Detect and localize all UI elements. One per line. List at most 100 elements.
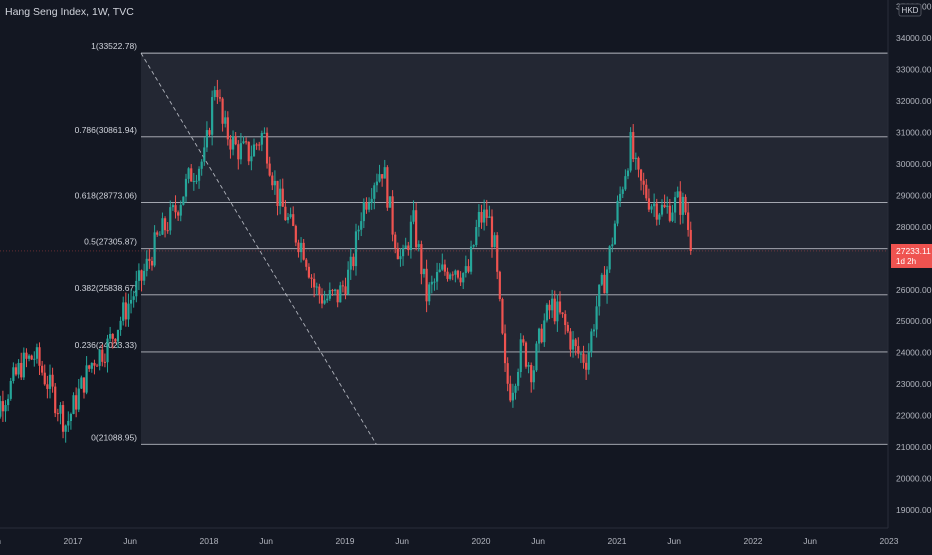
candle-body — [446, 271, 449, 279]
candle-body — [344, 286, 347, 295]
candle-body — [129, 299, 133, 304]
candle-body — [509, 383, 512, 401]
candle-body — [140, 270, 143, 281]
candle-body — [639, 169, 643, 181]
candle-body — [153, 232, 156, 266]
price-axis-bg — [888, 0, 932, 550]
candle-body — [82, 377, 86, 393]
candle-body — [571, 339, 575, 350]
candle-body — [192, 181, 195, 183]
candle-body — [477, 211, 481, 228]
candle-body — [284, 206, 287, 221]
candle-body — [517, 371, 520, 386]
candle-body — [245, 141, 248, 143]
candle-body — [483, 209, 486, 223]
candle-body — [77, 388, 80, 410]
candle-body — [114, 338, 117, 342]
candle-body — [598, 284, 601, 307]
candle-body — [566, 325, 569, 332]
candle-body — [642, 180, 645, 185]
time-tick-label: Jun — [0, 536, 1, 546]
candle-body — [226, 117, 229, 140]
candle-body — [548, 304, 551, 311]
fib-level-label: 1(33522.78) — [91, 41, 137, 51]
candle-body — [469, 246, 473, 272]
fib-level-label: 0.5(27305.87) — [84, 237, 137, 247]
candle-body — [174, 205, 177, 213]
candle-body — [425, 268, 428, 302]
candle-body — [35, 347, 39, 359]
time-tick-label: 2019 — [336, 536, 355, 546]
candle-body — [634, 157, 637, 160]
candle-body — [645, 184, 648, 199]
candle-body — [475, 227, 478, 246]
candle-body — [370, 198, 373, 204]
candle-body — [396, 248, 399, 260]
candle-body — [25, 352, 28, 359]
candle-body — [20, 362, 23, 378]
candle-body — [336, 289, 339, 303]
candle-body — [22, 352, 25, 378]
candle-body — [143, 270, 146, 281]
candle-body — [433, 281, 436, 283]
candle-body — [577, 346, 580, 354]
candle-body — [679, 191, 682, 215]
candle-body — [650, 206, 653, 210]
candle-body — [67, 420, 70, 426]
candle-body — [203, 147, 206, 162]
candle-body — [307, 266, 311, 278]
candle-body — [417, 244, 420, 248]
candle-body — [48, 374, 52, 389]
candle-body — [292, 214, 295, 226]
chart-title: Hang Seng Index, 1W, TVC — [5, 6, 134, 18]
candle-body — [663, 204, 666, 208]
price-tick-label: 19000.00 — [896, 505, 932, 515]
candle-body — [7, 398, 10, 406]
fib-level-label: 0(21088.95) — [91, 432, 137, 442]
candle-body — [666, 205, 669, 208]
candle-body — [85, 365, 88, 393]
candle-body — [216, 90, 219, 98]
candle-body — [33, 358, 36, 360]
price-tick-label: 23000.00 — [896, 379, 932, 389]
currency-badge[interactable] — [898, 3, 922, 17]
time-tick-label: Jun — [531, 536, 545, 546]
candle-body — [326, 298, 329, 301]
candle-body — [441, 264, 444, 270]
candle-body — [46, 384, 49, 389]
candle-body — [608, 246, 611, 270]
candle-body — [90, 362, 93, 369]
candle-body — [671, 212, 674, 221]
currency-badge-label: HKD — [902, 6, 919, 15]
candle-body — [354, 231, 358, 267]
candle-body — [435, 272, 439, 282]
candle-body — [163, 218, 167, 231]
candle-body — [166, 230, 169, 232]
candle-body — [621, 189, 624, 194]
candle-body — [582, 353, 585, 363]
candle-body — [93, 362, 96, 366]
candle-body — [286, 217, 290, 221]
price-tick-label: 28000.00 — [896, 222, 932, 232]
candle-body — [676, 191, 679, 198]
candle-body — [496, 235, 499, 272]
fib-level-label: 0.618(28773.06) — [75, 191, 138, 201]
time-tick-label: 2020 — [472, 536, 491, 546]
candle-body — [242, 141, 245, 144]
candle-body — [148, 258, 151, 261]
candle-body — [658, 214, 661, 220]
price-axis: 19000.00 20000.00 21000.00 22000.00 23000.00… — [887, 0, 932, 550]
candle-body — [294, 225, 297, 243]
candle-body — [182, 196, 185, 205]
time-tick-label: Jun — [395, 536, 409, 546]
price-tick-label: 31000.00 — [896, 127, 932, 137]
candle-body — [383, 167, 386, 179]
candle-body — [501, 299, 504, 334]
fib-levels: 1(33522.78) 0.786(30861.94) 0.618(28773.06… — [75, 41, 888, 445]
candle-body — [556, 301, 559, 322]
candle-body — [498, 271, 501, 300]
candle-body — [485, 209, 488, 218]
